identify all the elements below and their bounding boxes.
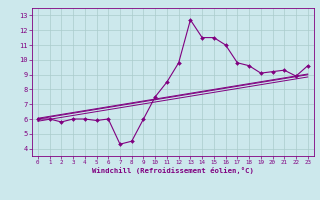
X-axis label: Windchill (Refroidissement éolien,°C): Windchill (Refroidissement éolien,°C) [92, 167, 254, 174]
